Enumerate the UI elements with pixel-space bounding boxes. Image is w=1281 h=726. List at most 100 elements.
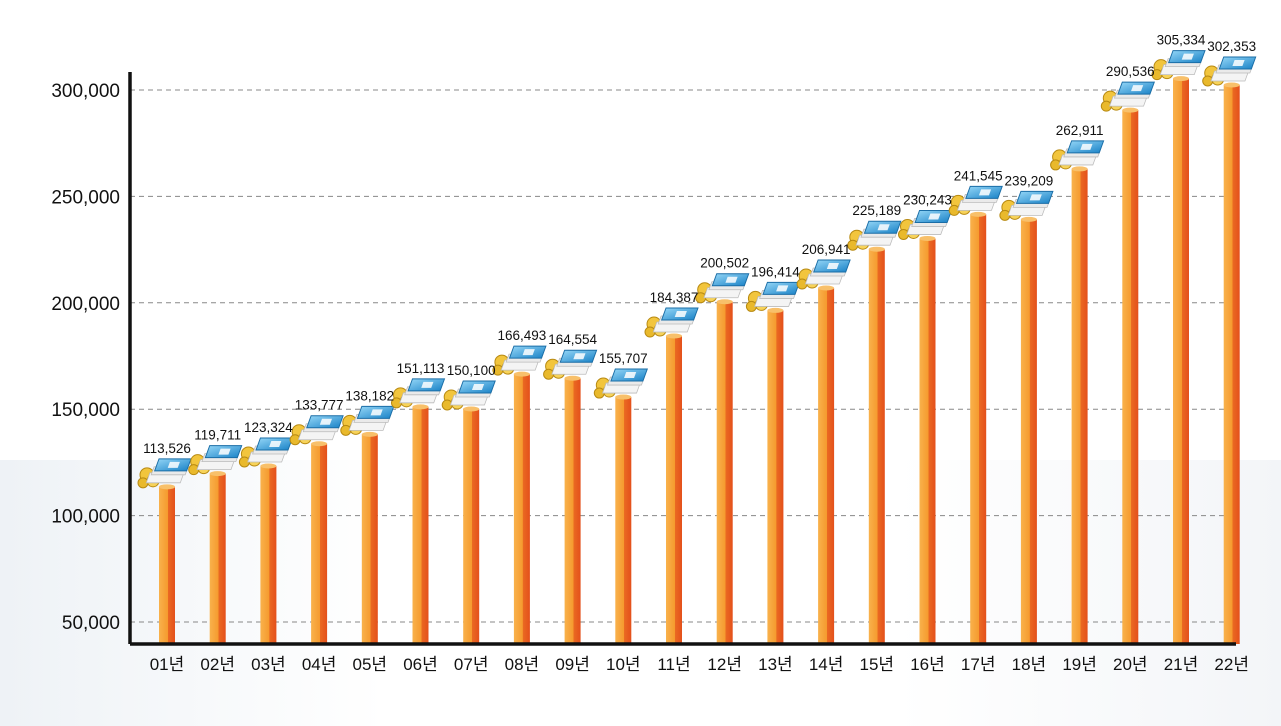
- x-tick-label: 20년: [1113, 655, 1148, 674]
- data-label: 155,707: [599, 351, 648, 366]
- data-label: 151,113: [397, 361, 445, 376]
- bar-cap: [818, 285, 835, 291]
- data-label: 184,387: [650, 290, 699, 305]
- bar: [970, 214, 987, 644]
- data-label: 133,777: [295, 398, 344, 413]
- money-stack-icon: [492, 345, 547, 376]
- bar-cap: [716, 299, 733, 305]
- x-tick-label: 06년: [403, 655, 438, 674]
- y-tick-label: 100,000: [51, 507, 120, 528]
- data-label: 200,502: [700, 256, 749, 271]
- bar-cap: [1071, 166, 1088, 172]
- x-tick-label: 04년: [302, 655, 337, 674]
- money-stack-icon: [137, 458, 192, 489]
- bar: [412, 406, 429, 644]
- bar: [361, 434, 378, 644]
- axes: [128, 72, 1236, 646]
- bar-cap: [666, 333, 682, 339]
- bar-cap: [1223, 82, 1240, 88]
- x-tick-label: 14년: [809, 655, 844, 674]
- x-tick-label: 19년: [1062, 655, 1097, 674]
- money-stack-icon: [847, 220, 902, 251]
- money-stack-icon: [695, 273, 750, 304]
- money-stack-icon: [1050, 140, 1105, 171]
- x-tick-label: 18년: [1012, 655, 1047, 674]
- money-stack-icon: [391, 378, 446, 409]
- money-stack-icon: [1202, 56, 1257, 87]
- x-tick-label: 15년: [860, 655, 895, 674]
- x-tick-label: 21년: [1164, 655, 1199, 674]
- bar-cap: [1020, 216, 1037, 222]
- bar: [260, 465, 277, 644]
- bar: [919, 238, 936, 644]
- bar: [1223, 84, 1240, 645]
- money-stack-icon: [441, 380, 496, 411]
- data-label: 239,209: [1004, 173, 1053, 188]
- y-tick-label: 200,000: [51, 294, 120, 315]
- bar-cap: [615, 394, 632, 400]
- data-label: 196,414: [751, 264, 800, 279]
- money-stack-icon: [644, 307, 699, 338]
- bar: [666, 336, 682, 644]
- bar: [311, 443, 328, 644]
- labels: 50,000 100,000 150,000 200,000 250,000 300,00…: [51, 33, 1256, 674]
- x-tick-label: 01년: [150, 655, 185, 674]
- x-tick-label: 05년: [353, 655, 388, 674]
- bar-cap: [767, 307, 784, 313]
- x-tick-label: 10년: [606, 655, 641, 674]
- data-label: 290,536: [1106, 64, 1155, 79]
- bar: [513, 374, 530, 644]
- y-tick-label: 150,000: [51, 400, 120, 421]
- x-tick-label: 16년: [910, 655, 945, 674]
- bar: [463, 408, 480, 644]
- bar-cap: [260, 463, 277, 469]
- data-label: 230,243: [903, 192, 952, 207]
- x-tick-label: 22년: [1214, 655, 1249, 674]
- bar-cap: [209, 471, 226, 477]
- money-stack-icon: [593, 368, 648, 399]
- bar-cap: [463, 406, 480, 412]
- bar: [1173, 78, 1189, 645]
- bar-cap: [1122, 107, 1139, 113]
- data-label: 262,911: [1056, 123, 1104, 138]
- x-tick-label: 08년: [505, 655, 540, 674]
- data-label: 138,182: [345, 388, 394, 403]
- money-stack-icon: [796, 259, 851, 290]
- bar: [1122, 110, 1139, 644]
- data-label: 164,554: [548, 332, 597, 347]
- bar: [716, 301, 733, 644]
- x-tick-label: 13년: [758, 655, 793, 674]
- y-tick-label: 50,000: [62, 613, 120, 634]
- data-label: 113,526: [143, 441, 191, 456]
- data-label: 241,545: [954, 168, 1003, 183]
- bar-cap: [159, 484, 175, 490]
- x-tick-label: 07년: [454, 655, 489, 674]
- data-label: 123,324: [244, 420, 293, 435]
- money-stack-icon: [188, 445, 243, 476]
- bar-cap: [1173, 76, 1189, 82]
- bar: [159, 486, 175, 644]
- bar-cap: [361, 431, 378, 437]
- money-stack-icon: [543, 349, 598, 380]
- money-stack-icon: [898, 209, 953, 240]
- data-label: 225,189: [852, 203, 901, 218]
- money-stack-icon: [289, 415, 344, 446]
- bar-cap: [412, 404, 429, 410]
- x-tick-label: 12년: [707, 655, 742, 674]
- x-tick-label: 11년: [657, 655, 690, 674]
- money-stack-icon: [1151, 50, 1206, 81]
- bar: [868, 249, 885, 644]
- bar-cap: [564, 375, 581, 381]
- bar: [209, 473, 226, 644]
- money-stack-icon: [999, 190, 1054, 221]
- money-stack-icon: [948, 185, 1003, 216]
- money-stack-icon: [340, 405, 395, 436]
- money-stack-icon: [238, 437, 294, 468]
- bar-cap: [919, 235, 936, 241]
- data-label: 119,711: [194, 428, 241, 443]
- data-label: 166,493: [497, 328, 546, 343]
- bar-cap: [970, 211, 987, 217]
- y-tick-label: 300,000: [51, 81, 120, 102]
